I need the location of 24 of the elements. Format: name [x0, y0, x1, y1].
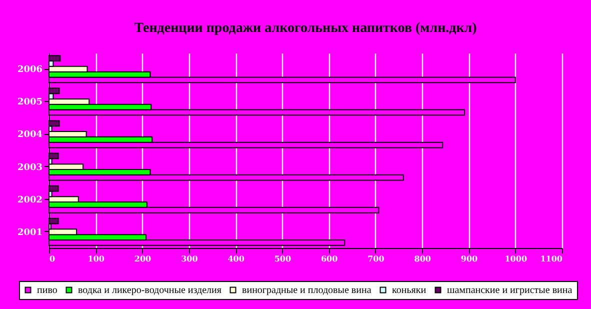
x-tick-label: 700: [368, 254, 385, 264]
y-tick-label: 2004: [17, 130, 42, 140]
legend-label: коньяки: [392, 285, 427, 296]
x-tick-label: 0: [50, 254, 56, 264]
y-tick-label: 2001: [17, 228, 42, 238]
x-tick-label: 400: [228, 254, 245, 264]
x-tick-label: 500: [274, 254, 292, 264]
y-tick-label: 2006: [17, 65, 42, 76]
y-tick-label: 2003: [17, 162, 42, 173]
x-tick-label: 100: [88, 254, 105, 264]
legend-label: виноградные и плодовые вина: [242, 285, 372, 296]
x-tick-label: 900: [460, 254, 478, 264]
x-tick-label: 1100: [540, 254, 563, 264]
x-tick-label: 1000: [504, 254, 528, 264]
legend-label: шампанские и игристые вина: [447, 285, 573, 296]
x-tick-label: 800: [414, 254, 432, 264]
legend-label: пиво: [37, 285, 58, 296]
x-tick-label: 300: [181, 254, 198, 264]
y-tick-label: 2002: [17, 195, 42, 206]
chart-title: Тенденции продажи алкогольных напитков (млн.дкл): [134, 21, 478, 36]
x-tick-label: 600: [320, 254, 338, 264]
x-tick-label: 200: [134, 254, 152, 264]
legend-label: водка и ликеро-водочные изделия: [78, 285, 222, 296]
y-tick-label: 2005: [17, 98, 42, 108]
